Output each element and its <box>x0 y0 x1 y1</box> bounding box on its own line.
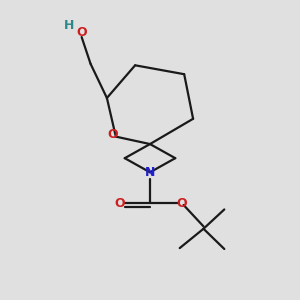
Text: H: H <box>64 19 74 32</box>
Text: N: N <box>145 166 155 179</box>
Text: O: O <box>177 197 188 210</box>
Text: O: O <box>114 197 125 210</box>
Text: O: O <box>107 128 118 141</box>
Text: O: O <box>76 26 87 39</box>
